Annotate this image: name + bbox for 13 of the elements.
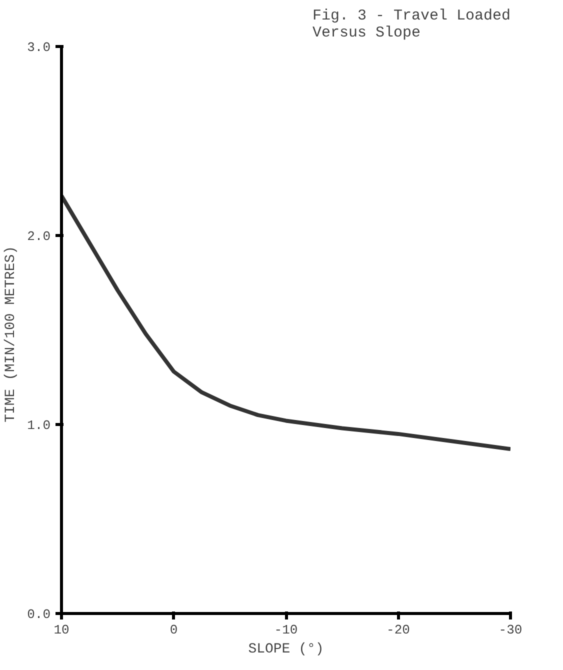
x-tick-label: -10 — [274, 622, 298, 638]
x-tick-label: -20 — [386, 622, 410, 638]
x-axis-title: SLOPE (°) — [248, 642, 324, 658]
chart-title: Fig. 3 - Travel Loaded Versus Slope — [312, 8, 511, 42]
x-tick-label: 10 — [54, 622, 70, 638]
y-tick-label: 2.0 — [27, 229, 50, 244]
y-axis-title: TIME (MIN/100 METRES) — [3, 246, 20, 422]
x-tick-label: -30 — [498, 622, 522, 638]
y-tick-label: 1.0 — [27, 418, 50, 433]
y-tick-label: 3.0 — [27, 40, 50, 55]
x-tick-label: 0 — [170, 622, 178, 638]
line-series — [62, 194, 510, 452]
y-tick-label: 0.0 — [27, 607, 50, 622]
